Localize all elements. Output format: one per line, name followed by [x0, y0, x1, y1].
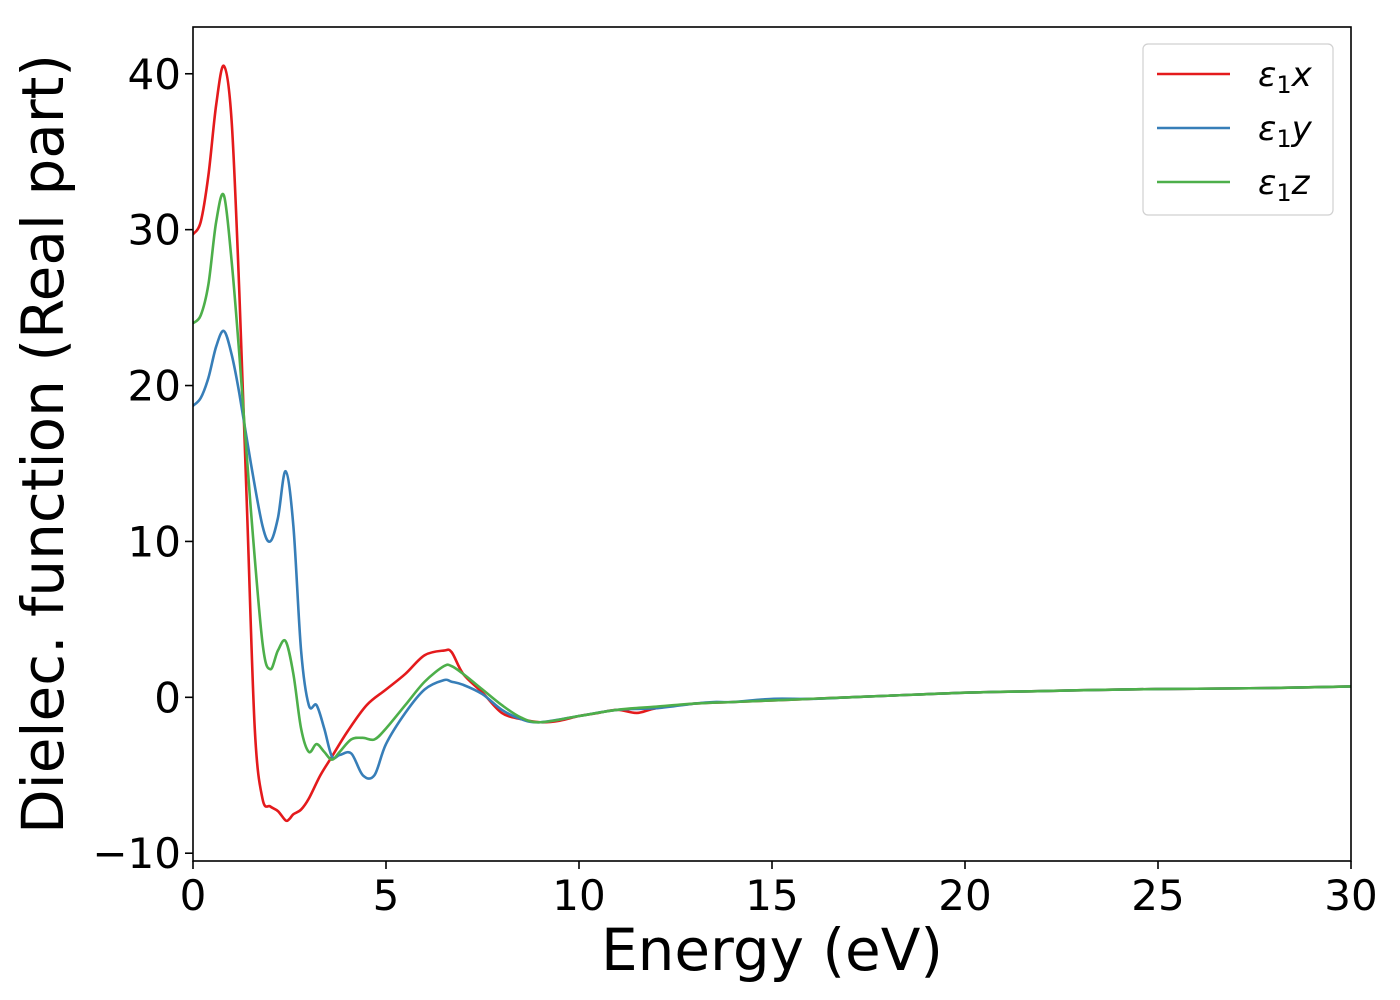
legend-box [1142, 43, 1334, 216]
legend-label-x: ε1x [1258, 55, 1313, 99]
y-tick-label: 40 [128, 50, 181, 99]
legend: ε1x ε1y ε1z [1142, 43, 1334, 216]
y-axis: −10 0 10 20 30 40 [92, 50, 193, 878]
x-tick-label: 30 [1324, 871, 1377, 920]
x-tick-label: 5 [373, 871, 400, 920]
series-layer [193, 64, 1351, 823]
x-tick-label: 15 [745, 871, 798, 920]
x-axis-label: Energy (eV) [601, 916, 943, 984]
x-axis: 0 5 10 15 20 25 30 [180, 861, 1378, 920]
y-tick-label: −10 [92, 829, 181, 878]
x-tick-label: 10 [552, 871, 605, 920]
y-tick-label: 10 [128, 517, 181, 566]
y-tick-label: 0 [154, 673, 181, 722]
x-tick-label: 20 [938, 871, 991, 920]
y-axis-label: Dielec. function (Real part) [9, 54, 77, 834]
x-tick-label: 0 [180, 871, 207, 920]
y-tick-label: 20 [128, 362, 181, 411]
series-line-z [193, 192, 1351, 761]
y-tick-label: 30 [128, 206, 181, 255]
legend-label-y: ε1y [1258, 109, 1313, 153]
legend-label-z: ε1z [1258, 163, 1311, 207]
x-tick-label: 25 [1131, 871, 1184, 920]
